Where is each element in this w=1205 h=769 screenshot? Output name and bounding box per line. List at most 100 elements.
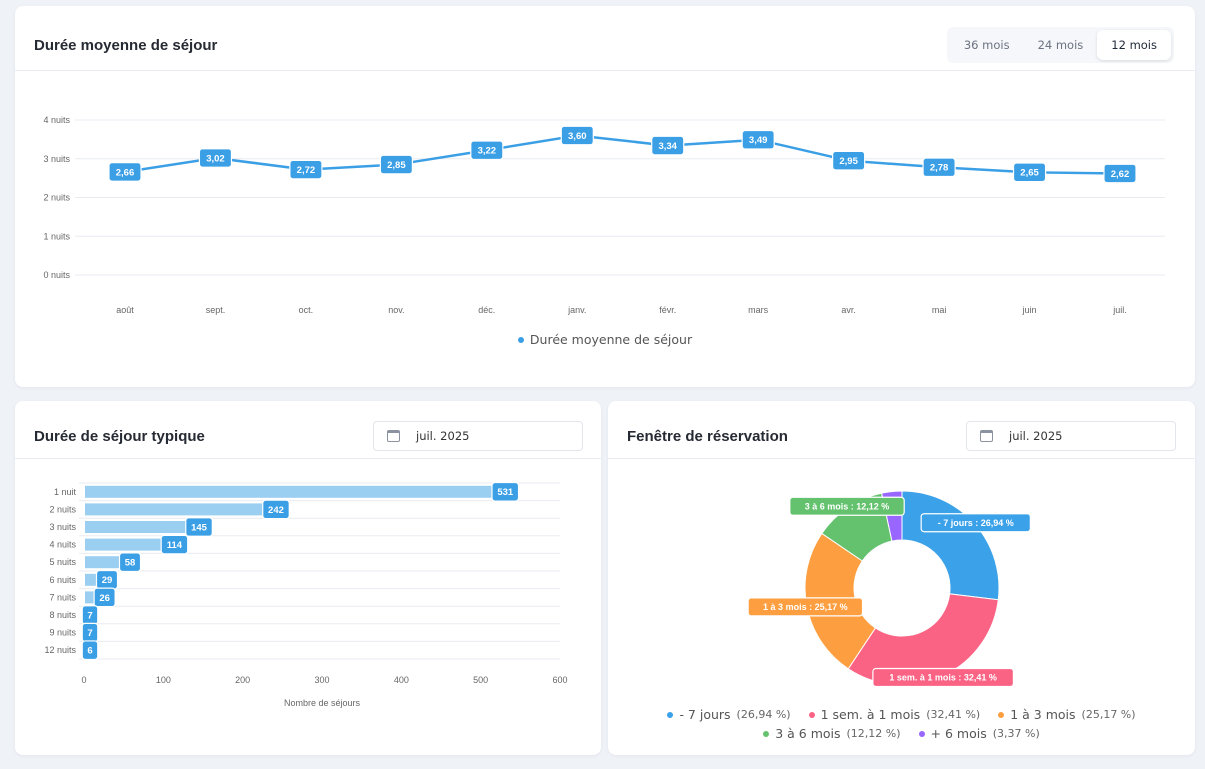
slice-label: 1 sem. à 1 mois : 32,41 % [889, 673, 997, 683]
donut-slice [901, 490, 1000, 601]
data-label-box [922, 157, 956, 178]
legend-label: - 7 jours [679, 707, 731, 722]
bar-value-label-box [185, 517, 213, 537]
booking-window-title: Fenêtre de réservation [627, 428, 788, 445]
data-label: 2,62 [1111, 169, 1130, 180]
legend-label: + 6 mois [930, 726, 987, 741]
data-label-box [1103, 163, 1137, 184]
y-tick-label: 1 nuits [43, 231, 70, 241]
avg-stay-line-chart: 0 nuits 1 nuits 2 nuits 3 nuits 4 nuits août s… [43, 115, 1165, 315]
x-tick-label: 300 [314, 675, 329, 685]
calendar-icon [387, 430, 400, 442]
bar-value-label: 145 [191, 522, 208, 533]
x-tick-label: mai [932, 305, 947, 315]
date-picker-value: juil. 2025 [416, 429, 470, 443]
y-tick-label: 6 nuits [49, 575, 76, 585]
typical-stay-header: Durée de séjour typique juil. 2025 [15, 401, 601, 459]
x-tick-label: juin [1022, 305, 1037, 315]
data-label: 3,49 [749, 135, 768, 146]
x-tick-label: oct. [299, 305, 314, 315]
typical-stay-date-picker[interactable]: juil. 2025 [373, 421, 583, 451]
x-axis-title: Nombre de séjours [284, 698, 361, 708]
legend-dot-icon [517, 336, 524, 343]
x-tick-label: sept. [206, 305, 226, 315]
data-label: 3,02 [206, 153, 225, 164]
legend-dot-icon [763, 730, 770, 737]
avg-stay-header: Durée moyenne de séjour 36 mois 24 mois … [15, 6, 1195, 71]
legend-label: 3 à 6 mois [775, 726, 841, 741]
bar-value-label: 114 [167, 540, 183, 551]
slice-label-box [747, 597, 864, 617]
bar-value-label: 6 [87, 646, 92, 657]
period-12-months-button[interactable]: 12 mois [1097, 30, 1171, 60]
y-tick-label: 12 nuits [44, 645, 76, 655]
x-tick-label: févr. [659, 305, 676, 315]
bar-value-label: 7 [87, 610, 92, 621]
booking-window-card: Fenêtre de réservation juil. 2025 - 7 jo… [608, 401, 1195, 755]
data-label-box [379, 154, 413, 175]
x-tick-label: janv. [567, 305, 586, 315]
typical-stay-bar-chart: 1 nuit 531 2 nuits 242 3 nuits 145 4 nuits 114 5… [44, 481, 568, 708]
x-tick-label: 400 [394, 675, 409, 685]
bar-value-label: 29 [102, 575, 113, 586]
bar [85, 503, 276, 516]
bar-value-label-box [118, 552, 142, 573]
legend-dot-icon [808, 711, 815, 718]
x-tick-label: mars [748, 305, 768, 315]
x-tick-label: août [116, 305, 134, 315]
bar [85, 521, 200, 533]
slice-label-box [920, 513, 1031, 533]
legend-item[interactable]: 1 à 3 mois (25,17 %) [998, 707, 1136, 722]
period-36-months-button[interactable]: 36 mois [963, 38, 1010, 52]
legend-item[interactable]: + 6 mois (3,37 %) [918, 726, 1040, 741]
bar-value-label: 58 [125, 558, 136, 569]
calendar-icon [980, 430, 993, 442]
x-tick-label: 200 [235, 675, 250, 685]
legend-percent: (26,94 %) [736, 708, 791, 721]
slice-label: 3 à 6 mois : 12,12 % [805, 502, 890, 512]
y-tick-label: 0 nuits [43, 270, 70, 280]
bar-value-label-box [93, 587, 116, 608]
period-selector: 36 mois 24 mois 12 mois [946, 27, 1174, 63]
series-line [124, 134, 1121, 175]
legend-item[interactable]: - 7 jours (26,94 %) [667, 707, 791, 722]
data-label-box [651, 135, 685, 156]
bar-value-label: 26 [99, 593, 110, 604]
booking-window-legend-row-2: 3 à 6 mois (12,12 %) + 6 mois (3,37 %) [608, 726, 1195, 741]
period-24-months-button[interactable]: 24 mois [1037, 38, 1084, 52]
legend-percent: (32,41 %) [926, 708, 981, 721]
bar [85, 485, 506, 498]
legend-item[interactable]: 3 à 6 mois (12,12 %) [763, 726, 901, 741]
bar [85, 538, 175, 551]
x-tick-label: 500 [473, 675, 488, 685]
x-tick-label: avr. [841, 305, 856, 315]
data-label: 3,60 [568, 131, 587, 142]
date-picker-value: juil. 2025 [1009, 429, 1063, 443]
legend-percent: (3,37 %) [992, 727, 1040, 740]
data-label: 3,34 [658, 141, 677, 152]
booking-window-legend-row-1: - 7 jours (26,94 %) 1 sem. à 1 mois (32,41 … [608, 707, 1195, 722]
y-tick-label: 3 nuits [43, 154, 70, 164]
data-label-box [560, 125, 594, 146]
x-tick-label: juil. [1112, 305, 1127, 315]
y-tick-label: 4 nuits [43, 115, 70, 125]
x-tick-label: 100 [156, 675, 171, 685]
data-label-box [289, 159, 323, 180]
booking-window-header: Fenêtre de réservation juil. 2025 [608, 401, 1195, 459]
bar-value-label-box [81, 640, 99, 661]
booking-window-date-picker[interactable]: juil. 2025 [966, 421, 1176, 451]
avg-stay-card: Durée moyenne de séjour 36 mois 24 mois … [15, 6, 1195, 387]
y-tick-label: 2 nuits [43, 193, 70, 203]
slice-label: - 7 jours : 26,94 % [938, 518, 1014, 528]
legend-label: 1 à 3 mois [1010, 707, 1076, 722]
slice-label: 1 à 3 mois : 25,17 % [763, 602, 848, 612]
y-tick-label: 1 nuit [54, 487, 77, 497]
data-label: 2,78 [930, 163, 949, 174]
legend-label: 1 sem. à 1 mois [820, 707, 921, 722]
legend-item[interactable]: Durée moyenne de séjour [517, 332, 692, 347]
y-tick-label: 5 nuits [49, 557, 76, 567]
donut-slice [847, 593, 999, 686]
legend-item[interactable]: 1 sem. à 1 mois (32,41 %) [808, 707, 981, 722]
bar [85, 556, 131, 569]
x-tick-label: 600 [552, 675, 567, 685]
